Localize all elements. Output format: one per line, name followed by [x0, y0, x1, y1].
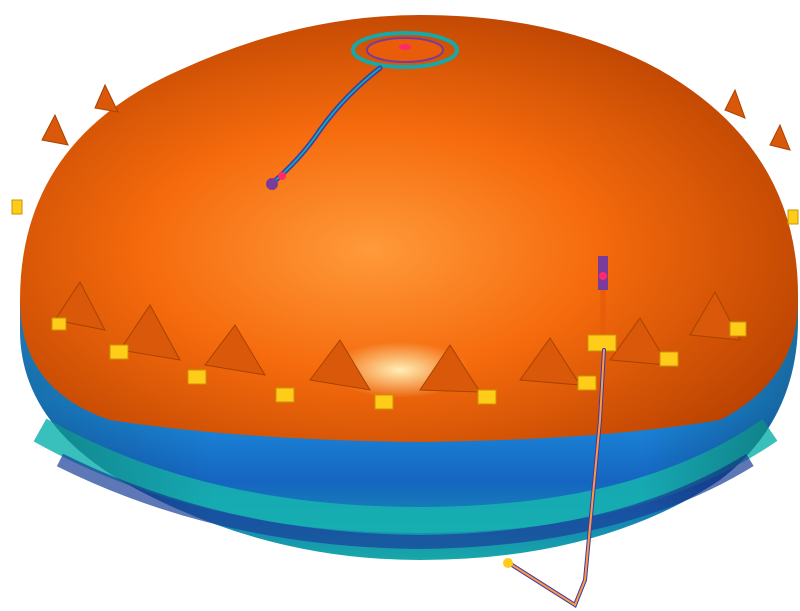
- side-pole: [503, 256, 617, 608]
- dome-shell: [20, 15, 799, 442]
- yellow-clips: [11, 199, 799, 410]
- top-cable: [266, 65, 383, 190]
- top-valve: [351, 31, 459, 69]
- perimeter-clips: [41, 83, 791, 393]
